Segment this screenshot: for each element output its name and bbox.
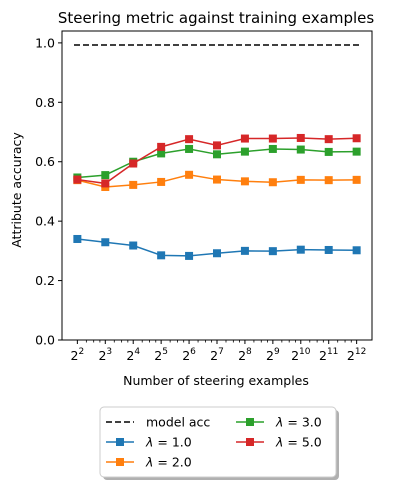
legend-marker bbox=[246, 438, 254, 446]
data-point bbox=[129, 181, 137, 189]
x-tick-label: 22 bbox=[71, 347, 85, 363]
data-point bbox=[325, 148, 333, 156]
legend-label: λ = 5.0 bbox=[275, 435, 322, 450]
data-point bbox=[73, 176, 81, 184]
legend-marker bbox=[116, 438, 124, 446]
y-tick-label: 0.2 bbox=[35, 273, 55, 288]
x-axis-label: Number of steering examples bbox=[123, 373, 309, 388]
legend-label: model acc bbox=[146, 415, 210, 430]
legend-label: λ = 2.0 bbox=[145, 455, 192, 470]
data-point bbox=[73, 235, 81, 243]
legend: model acc λ = 1.0 λ = 2.0 λ = 3.0 λ = 5.0 bbox=[100, 407, 339, 480]
y-axis: 0.0 0.2 0.4 0.6 0.8 1.0 bbox=[35, 35, 62, 347]
data-point bbox=[325, 246, 333, 254]
data-point bbox=[157, 251, 165, 259]
x-tick-label: 26 bbox=[182, 347, 196, 363]
data-point bbox=[269, 247, 277, 255]
data-point bbox=[157, 178, 165, 186]
data-point bbox=[185, 135, 193, 143]
chart-title: Steering metric against training example… bbox=[58, 9, 375, 27]
data-point bbox=[185, 171, 193, 179]
y-tick-label: 0.6 bbox=[35, 154, 55, 169]
data-point bbox=[297, 246, 305, 254]
data-point bbox=[213, 249, 221, 257]
legend-marker bbox=[246, 418, 254, 426]
data-point bbox=[297, 134, 305, 142]
data-point bbox=[213, 141, 221, 149]
data-point bbox=[101, 238, 109, 246]
x-tick-label: 28 bbox=[238, 347, 252, 363]
data-point bbox=[241, 247, 249, 255]
x-tick-label: 23 bbox=[98, 347, 112, 363]
data-point bbox=[325, 135, 333, 143]
data-point bbox=[353, 246, 361, 254]
data-point bbox=[101, 171, 109, 179]
x-axis: 22 23 24 25 26 27 28 29 210 211 212 bbox=[71, 340, 367, 363]
data-point bbox=[241, 148, 249, 156]
y-tick-label: 1.0 bbox=[35, 35, 55, 50]
x-tick-label: 211 bbox=[319, 347, 338, 363]
data-point bbox=[129, 242, 137, 250]
data-point bbox=[353, 176, 361, 184]
y-tick-label: 0.4 bbox=[35, 214, 55, 229]
data-point bbox=[325, 176, 333, 184]
legend-marker bbox=[116, 458, 124, 466]
data-point bbox=[213, 150, 221, 158]
data-point bbox=[101, 179, 109, 187]
x-tick-label: 25 bbox=[154, 347, 168, 363]
data-point bbox=[269, 178, 277, 186]
data-point bbox=[241, 135, 249, 143]
y-tick-label: 0.8 bbox=[35, 95, 55, 110]
x-tick-label: 27 bbox=[210, 347, 224, 363]
data-point bbox=[129, 160, 137, 168]
data-point bbox=[185, 145, 193, 153]
data-point bbox=[269, 135, 277, 143]
data-point bbox=[185, 252, 193, 260]
x-tick-label: 29 bbox=[266, 347, 280, 363]
data-point bbox=[297, 146, 305, 154]
data-point bbox=[353, 148, 361, 156]
x-tick-label: 24 bbox=[126, 347, 140, 363]
x-tick-label: 212 bbox=[347, 347, 366, 363]
x-tick-label: 210 bbox=[291, 347, 311, 363]
legend-label: λ = 3.0 bbox=[275, 415, 322, 430]
y-axis-label: Attribute accuracy bbox=[9, 132, 24, 248]
legend-label: λ = 1.0 bbox=[145, 435, 192, 450]
data-point bbox=[269, 145, 277, 153]
y-tick-label: 0.0 bbox=[35, 333, 55, 348]
data-point bbox=[157, 143, 165, 151]
data-point bbox=[241, 177, 249, 185]
data-point bbox=[353, 134, 361, 142]
data-point bbox=[213, 176, 221, 184]
data-point bbox=[297, 176, 305, 184]
